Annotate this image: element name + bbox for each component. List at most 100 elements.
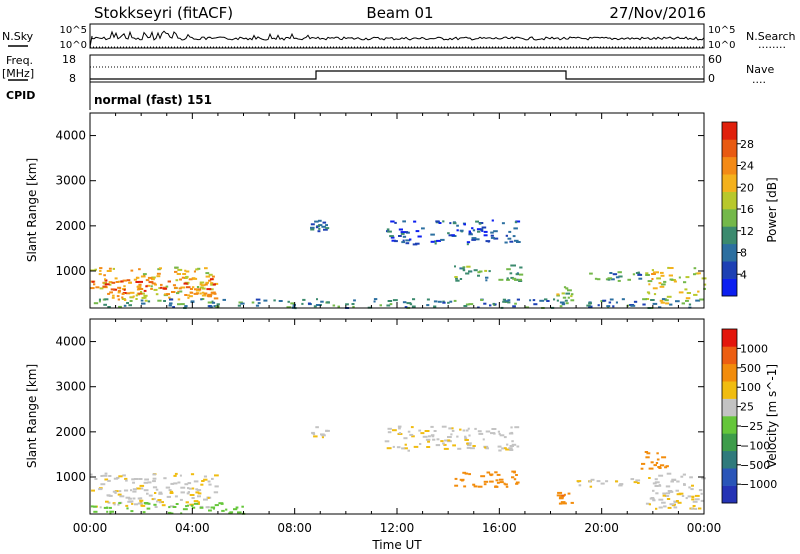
- echo-cell: [498, 278, 504, 281]
- echo-cell: [659, 464, 665, 467]
- echo-cell: [191, 506, 196, 509]
- echo-cell: [632, 273, 636, 276]
- echo-cell: [503, 447, 507, 450]
- echo-cell: [644, 451, 649, 453]
- echo-cell: [318, 224, 323, 227]
- echo-cell: [576, 480, 582, 483]
- echo-cell: [692, 500, 698, 503]
- echo-cell: [433, 430, 437, 432]
- colorbar-segment: [722, 191, 737, 210]
- echo-cell: [633, 481, 638, 484]
- colorbar-segment: [722, 156, 737, 175]
- echo-cell: [459, 229, 464, 232]
- echo-cell: [421, 227, 425, 230]
- echo-cell: [135, 294, 138, 297]
- echo-cell: [673, 500, 676, 503]
- echo-cell: [435, 220, 440, 223]
- echo-cell: [169, 302, 173, 305]
- echo-cell: [114, 277, 118, 280]
- echo-cell: [652, 271, 655, 274]
- echo-cell: [177, 298, 181, 301]
- echo-cell: [307, 302, 311, 305]
- echo-cell: [430, 233, 435, 236]
- echo-cell: [141, 504, 146, 507]
- echo-cell: [125, 496, 131, 499]
- echo-cell: [287, 300, 290, 303]
- echo-cell: [463, 485, 467, 488]
- echo-cell: [475, 220, 479, 223]
- echo-cell: [607, 278, 611, 281]
- echo-cell: [191, 286, 195, 289]
- echo-cell: [191, 497, 195, 499]
- echo-cell: [214, 485, 219, 488]
- echo-cell: [494, 485, 498, 488]
- echo-cell: [654, 478, 658, 481]
- echo-cell: [173, 482, 178, 485]
- echo-cell: [155, 488, 159, 491]
- echo-cell: [211, 300, 214, 303]
- colorbar-segment: [722, 139, 737, 158]
- echo-cell: [141, 302, 146, 305]
- echo-cell: [466, 265, 471, 268]
- echo-cell: [666, 498, 671, 500]
- echo-cell: [174, 266, 179, 269]
- echo-cell: [654, 481, 660, 484]
- colorbar-segment: [722, 450, 737, 469]
- colorbar-tick-label: 28: [740, 138, 754, 151]
- echo-cell: [483, 480, 489, 483]
- echo-cell: [320, 300, 324, 303]
- echo-cell: [150, 287, 153, 290]
- echo-cell: [195, 488, 199, 491]
- echo-cell: [121, 292, 124, 295]
- echo-cell: [662, 494, 666, 497]
- echo-cell: [609, 272, 613, 274]
- echo-cell: [448, 427, 452, 430]
- echo-cell: [668, 490, 674, 493]
- echo-cell: [229, 511, 234, 514]
- echo-cell: [143, 294, 148, 297]
- echo-cell: [685, 276, 690, 279]
- echo-cell: [444, 439, 448, 442]
- echo-cell: [505, 448, 510, 451]
- echo-cell: [570, 295, 573, 298]
- echo-cell: [157, 299, 162, 302]
- echo-cell: [561, 494, 566, 497]
- echo-cell: [188, 278, 193, 281]
- echo-cell: [208, 273, 213, 276]
- echo-cell: [519, 266, 523, 269]
- echo-cell: [174, 286, 178, 289]
- echo-cell: [117, 503, 120, 506]
- echo-cell: [675, 500, 679, 502]
- echo-cell: [532, 299, 536, 302]
- station-title: Stokkseyri (fitACF): [94, 4, 233, 22]
- echo-cell: [688, 303, 692, 306]
- echo-cell: [401, 447, 405, 450]
- echo-cell: [645, 502, 650, 505]
- echo-cell: [529, 299, 532, 302]
- echo-cell: [657, 466, 662, 468]
- echo-cell: [615, 480, 619, 483]
- echo-cell: [104, 298, 109, 301]
- echo-cell: [431, 435, 435, 438]
- echo-cell: [201, 291, 205, 294]
- echo-cell: [546, 300, 550, 302]
- echo-cell: [687, 495, 692, 498]
- colorbar-tick-label: 8: [740, 247, 747, 260]
- echo-cell: [473, 269, 478, 272]
- echo-cell: [91, 280, 95, 283]
- echo-cell: [228, 512, 233, 515]
- echo-cell: [147, 481, 152, 484]
- echo-cell: [390, 236, 395, 239]
- echo-cell: [286, 306, 292, 309]
- echo-cell: [596, 278, 601, 281]
- echo-cell: [606, 305, 611, 308]
- echo-cell: [179, 498, 183, 501]
- echo-cell: [558, 497, 564, 500]
- y-tick-label: 4000: [55, 335, 86, 349]
- freq-tick-bottom: 8: [69, 72, 76, 85]
- echo-cell: [351, 303, 355, 305]
- echo-cell: [187, 504, 189, 507]
- echo-cell: [451, 234, 455, 237]
- echo-cell: [118, 280, 123, 283]
